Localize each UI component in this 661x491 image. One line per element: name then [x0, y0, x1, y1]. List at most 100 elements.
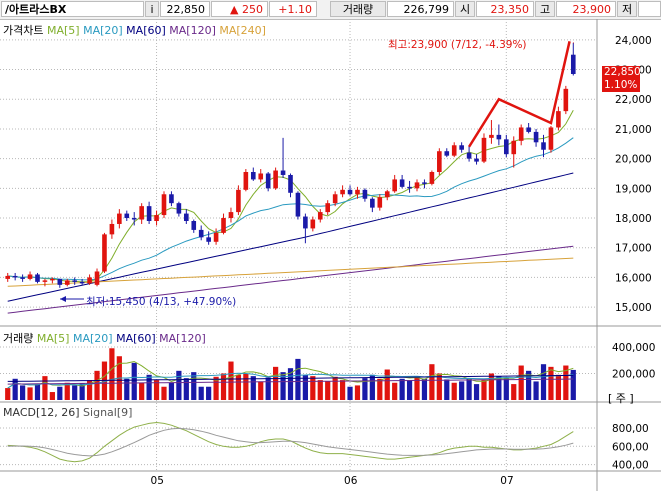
- candle-body: [161, 194, 167, 216]
- volume-bar: [563, 365, 569, 400]
- volume-bar: [555, 374, 562, 400]
- candle-body: [131, 218, 137, 220]
- volume-bar: [280, 372, 286, 400]
- volume-bar: [339, 380, 346, 400]
- candle-body: [124, 213, 130, 219]
- candle-body: [280, 170, 286, 175]
- price-legend-0: MA[5]: [46, 24, 80, 37]
- volume-legend-1: MA[20]: [69, 332, 113, 345]
- candle-body: [213, 232, 219, 242]
- ma240-line: [7, 257, 574, 287]
- volume-bar: [12, 378, 18, 400]
- trend-annotation: [468, 41, 571, 148]
- candle-body: [191, 221, 197, 230]
- min-annotation: 최저:15,450 (4/13, +47.90%): [86, 296, 237, 308]
- badge-percent: 1.10%: [604, 79, 638, 91]
- volume-bar: [533, 381, 539, 400]
- candle-body: [325, 203, 331, 213]
- volume-bar: [176, 370, 182, 400]
- month-tick-label: 06: [344, 475, 358, 487]
- volume-bar: [369, 374, 375, 400]
- volume-bar: [5, 388, 11, 400]
- price-tick-label: 20,000: [615, 154, 652, 166]
- month-tick-label: 05: [151, 475, 164, 487]
- volume-ma120-line: [7, 378, 574, 385]
- candle-body: [414, 182, 420, 189]
- volume-ma5-line: [7, 360, 574, 389]
- price-legend: 가격차트 MA[5] MA[20] MA[60] MA[120] MA[240]: [3, 22, 266, 38]
- macd-tick-label: 600,00: [612, 441, 649, 453]
- volume-bar: [258, 381, 264, 400]
- candle-body: [20, 277, 25, 279]
- volume-bar: [429, 364, 435, 400]
- low-label: 저: [617, 1, 637, 17]
- volume-bar: [302, 374, 308, 400]
- volume-bar: [526, 370, 532, 400]
- price-legend-3: MA[120]: [165, 24, 216, 37]
- candle-body: [563, 88, 569, 112]
- candle-body: [288, 174, 293, 193]
- candle-body: [12, 275, 18, 278]
- candle-body: [332, 194, 338, 204]
- candle-body: [79, 281, 85, 284]
- candle-body: [102, 234, 107, 272]
- candle-body: [570, 54, 576, 74]
- change-percent: +1.10: [269, 1, 317, 17]
- volume-bar: [459, 381, 465, 400]
- volume-bar: [139, 382, 145, 400]
- volume-bar: [250, 376, 256, 400]
- macd-tick-label: 800,00: [612, 423, 649, 435]
- price-legend-1: MA[20]: [79, 24, 123, 37]
- candle-body: [399, 179, 405, 187]
- volume-bar: [548, 366, 554, 400]
- stock-name-field[interactable]: /아트라스BX: [1, 1, 144, 17]
- max-annotation: 최고:23,900 (7/12, -4.39%): [388, 39, 527, 51]
- volume-bar: [27, 387, 33, 400]
- volume-bar: [310, 376, 316, 400]
- ma60-line: [7, 172, 574, 302]
- grid: [0, 19, 661, 491]
- candle-body: [176, 203, 182, 214]
- volume-bar: [436, 373, 442, 400]
- candle-body: [87, 277, 92, 284]
- current-price-badge: 22,850 1.10%: [602, 66, 641, 92]
- price-legend-4: MA[240]: [215, 24, 266, 37]
- volume-bar: [94, 370, 100, 400]
- volume-bar: [354, 385, 361, 400]
- volume-bar: [79, 383, 85, 400]
- moving-average-lines: [7, 109, 574, 314]
- candle-body: [384, 191, 390, 198]
- candle-body: [27, 274, 33, 279]
- volume-bar: [191, 372, 197, 400]
- candle-body: [392, 179, 397, 192]
- candle-body: [310, 219, 316, 229]
- volume-bar: [518, 365, 524, 400]
- volume-bar: [317, 380, 323, 400]
- candle-body: [340, 189, 345, 195]
- info-button[interactable]: i: [145, 1, 159, 17]
- candle-body: [526, 127, 531, 132]
- candle-body: [221, 218, 226, 233]
- price-tick-label: 17,000: [615, 243, 652, 255]
- candle-body: [303, 216, 308, 229]
- candle-body: [295, 192, 301, 217]
- price-tick-label: 18,000: [615, 213, 652, 225]
- month-tick-label: 07: [500, 475, 513, 487]
- signal-label: Signal[9]: [83, 406, 133, 419]
- volume-bar: [481, 380, 487, 400]
- candle-body: [518, 127, 524, 141]
- volume-ma60-line: [7, 374, 574, 382]
- candle-body: [94, 271, 100, 285]
- candle-body: [556, 111, 561, 128]
- open-value: 23,350: [476, 1, 534, 17]
- macd-legend: MACD[12, 26] Signal[9]: [3, 406, 132, 419]
- badge-price: 22,850: [604, 66, 641, 78]
- candle-body: [317, 212, 323, 220]
- candle-body: [139, 206, 144, 220]
- stock-chart[interactable]: 24,00023,00022,00021,00020,00019,00018,0…: [0, 19, 661, 491]
- candle-body: [496, 134, 502, 140]
- volume-bar: [124, 378, 130, 400]
- candle-body: [489, 134, 494, 138]
- volume-label: 거래량: [330, 1, 386, 17]
- candle-body: [273, 170, 278, 189]
